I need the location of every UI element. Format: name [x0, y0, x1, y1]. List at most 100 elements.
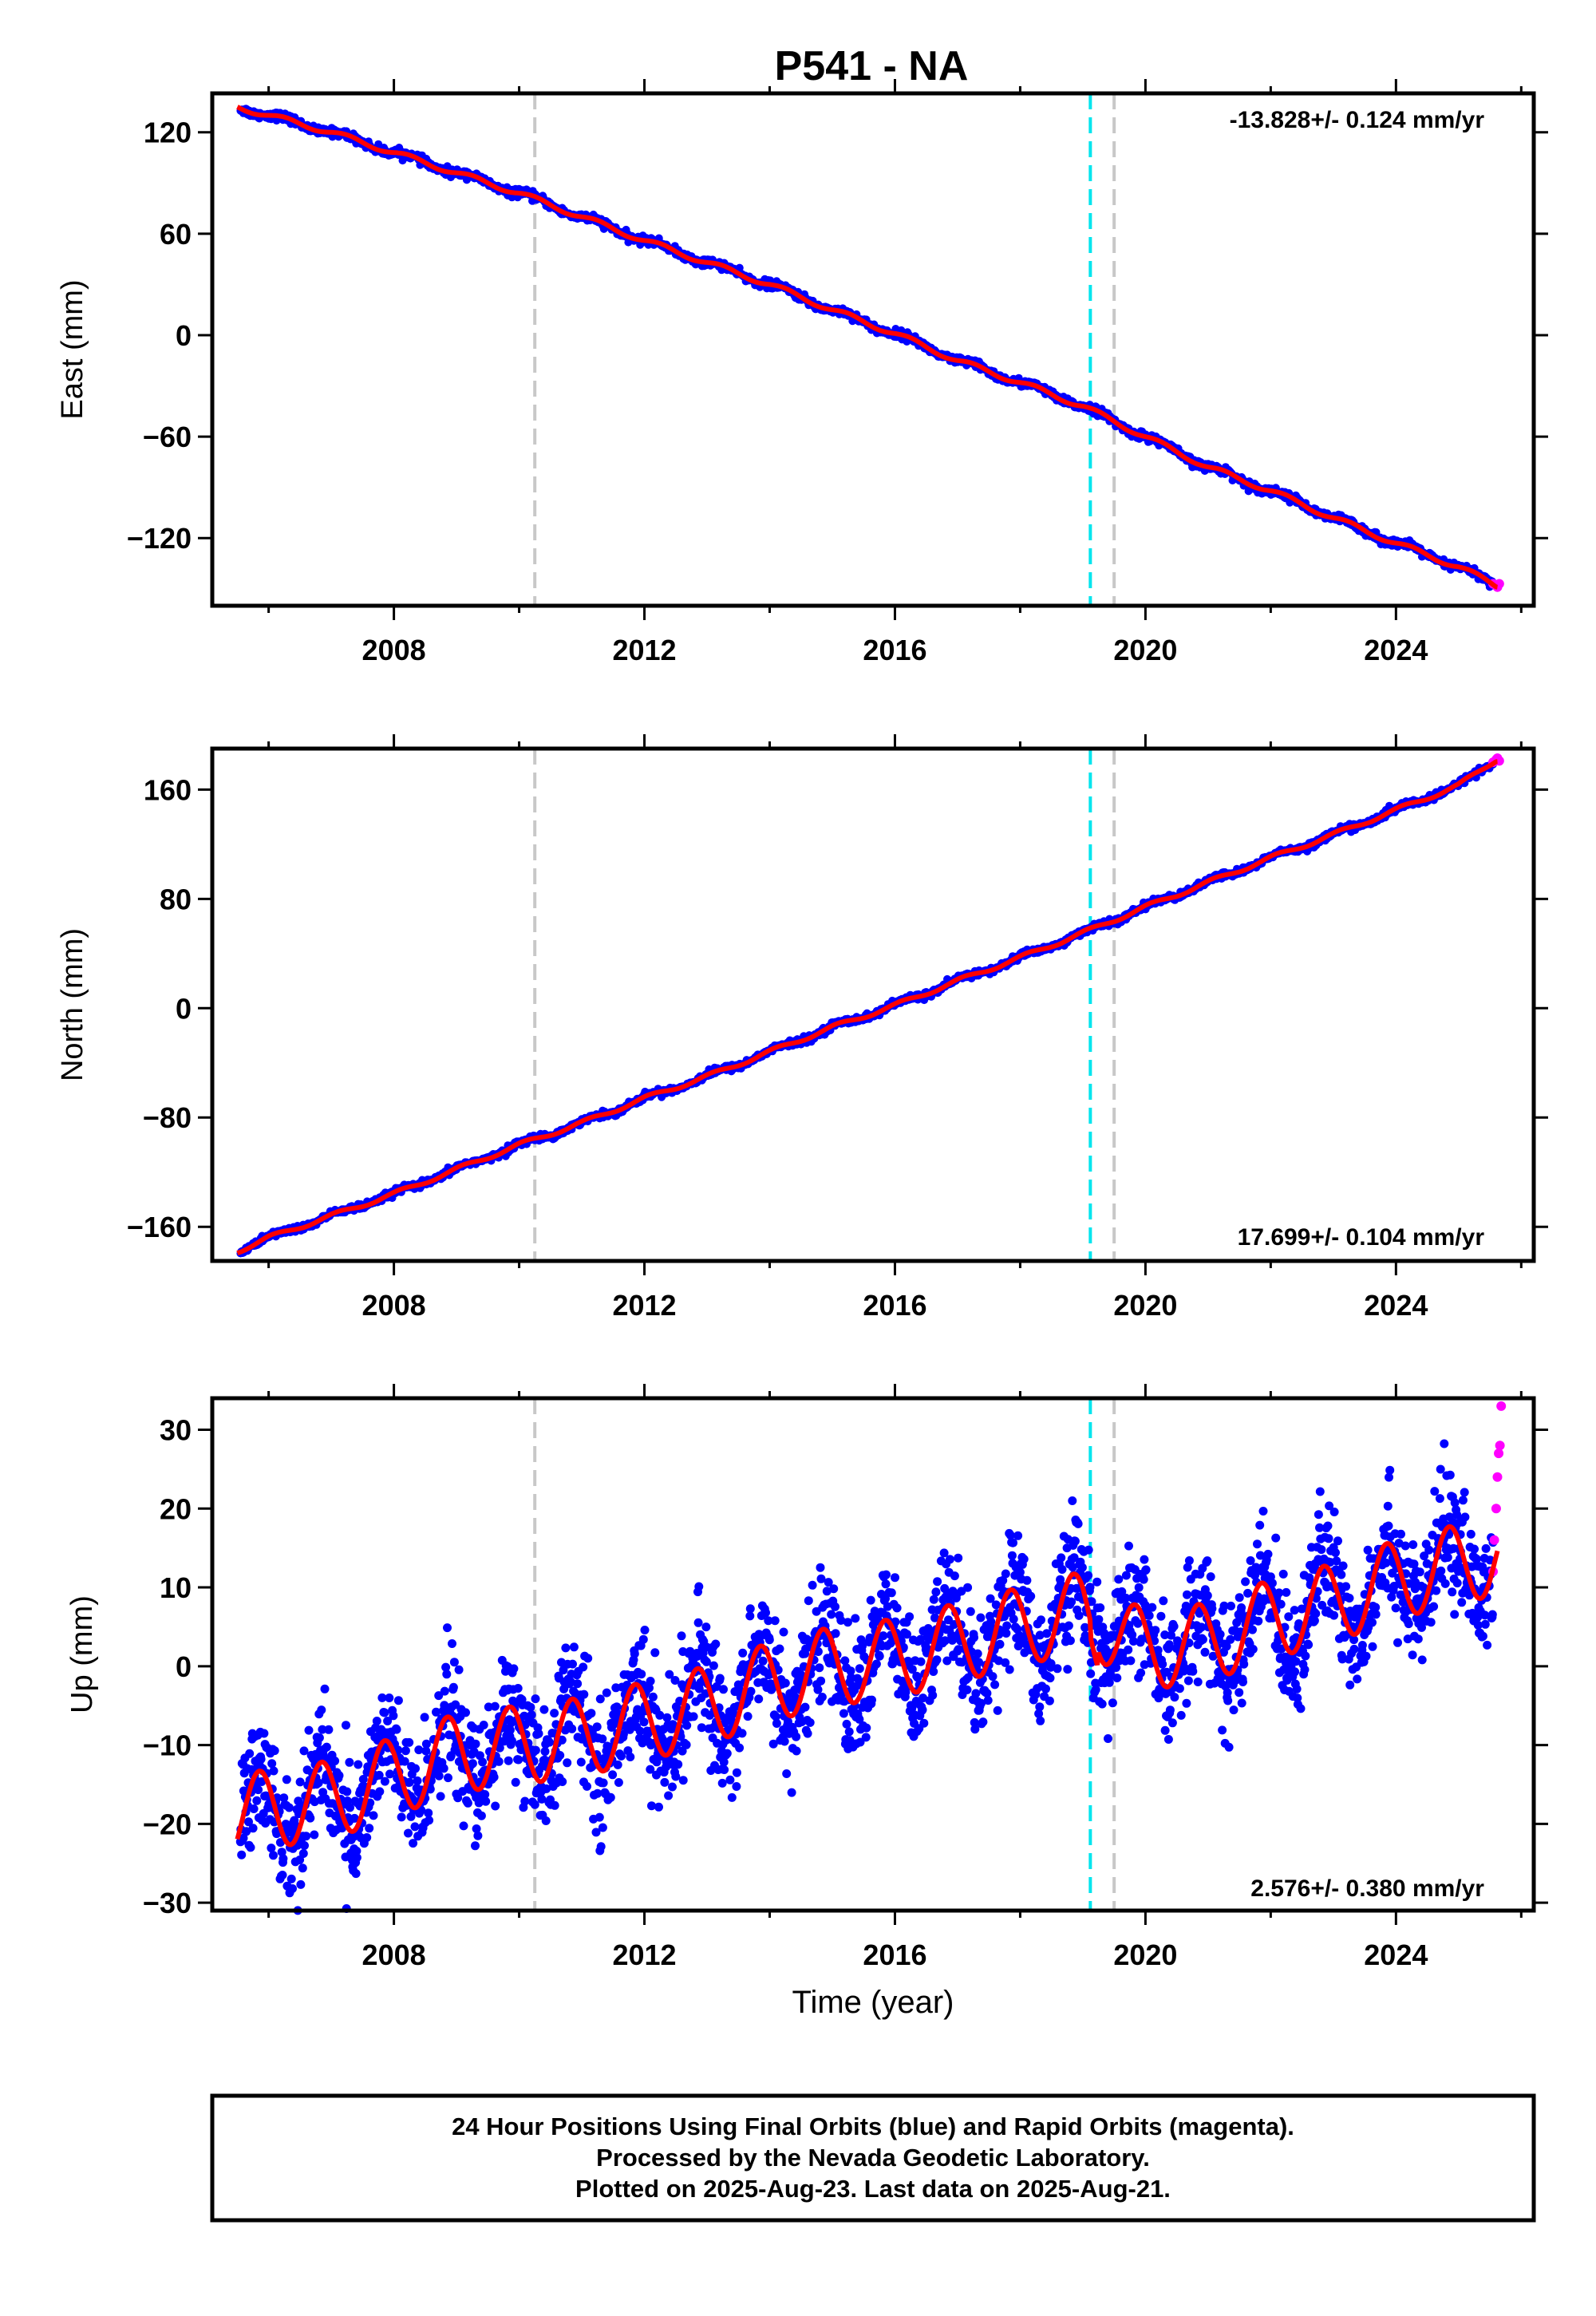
data-point: [269, 1851, 278, 1860]
x-tick-label: 2024: [1364, 1289, 1428, 1322]
data-point: [815, 1663, 824, 1673]
data-point: [434, 1771, 444, 1780]
x-tick-label: 2008: [362, 634, 426, 666]
data-point: [527, 1710, 536, 1720]
x-tick-label: 2016: [863, 1289, 926, 1322]
data-point: [248, 1824, 258, 1833]
data-point: [583, 1781, 591, 1791]
data-point: [471, 1841, 480, 1851]
data-point: [758, 1656, 768, 1666]
data-point: [780, 1737, 789, 1746]
y-tick-label: 0: [176, 992, 192, 1025]
data-point: [448, 1639, 456, 1648]
data-point: [278, 1871, 287, 1879]
data-point: [732, 1768, 741, 1777]
data-point: [711, 1639, 721, 1649]
data-point: [299, 1746, 309, 1756]
data-point: [288, 1884, 297, 1893]
data-point: [490, 1701, 500, 1711]
data-point: [476, 1811, 486, 1820]
data-point: [541, 1816, 551, 1825]
data-point: [310, 1830, 319, 1840]
data-point: [282, 1775, 291, 1784]
data-point: [504, 1756, 513, 1765]
data-point: [380, 1708, 389, 1717]
final-orbit-points: [236, 105, 1497, 591]
y-tick-label: 120: [144, 117, 192, 149]
data-point: [567, 1724, 577, 1733]
data-point: [735, 1743, 745, 1753]
data-point: [550, 1800, 559, 1810]
data-point: [295, 1777, 305, 1787]
data-point: [725, 1775, 735, 1784]
data-point: [737, 1729, 747, 1738]
data-point: [738, 1648, 748, 1658]
data-point: [722, 1749, 732, 1758]
data-point: [805, 1717, 815, 1727]
data-point: [782, 1769, 792, 1778]
data-point: [481, 1796, 491, 1806]
data-point: [792, 1732, 801, 1741]
data-point: [334, 1771, 344, 1780]
data-point: [436, 1792, 445, 1801]
data-point: [314, 1733, 324, 1742]
x-tick-label: 2024: [1364, 634, 1428, 666]
data-point: [539, 1705, 549, 1714]
data-point: [717, 1778, 727, 1788]
data-point: [342, 1787, 352, 1796]
data-point: [844, 1727, 854, 1737]
data-point: [816, 1563, 825, 1572]
data-point: [461, 1708, 470, 1717]
data-point: [249, 1804, 259, 1813]
data-point: [743, 1712, 753, 1721]
data-point: [256, 1754, 266, 1764]
data-point: [526, 1702, 535, 1712]
data-point: [770, 1616, 780, 1626]
data-point: [330, 1757, 340, 1765]
data-point: [732, 1782, 741, 1791]
page-title: P541 - NA: [775, 43, 969, 89]
data-point: [449, 1658, 459, 1667]
data-point: [682, 1721, 692, 1730]
data-point: [701, 1622, 711, 1632]
east-y-axis-label: East (mm): [56, 279, 89, 419]
data-point: [369, 1811, 378, 1820]
data-point: [345, 1757, 354, 1767]
data-point: [831, 1602, 839, 1611]
data-point: [839, 1709, 848, 1718]
data-point: [362, 1833, 372, 1842]
data-point: [491, 1801, 500, 1811]
data-point: [514, 1755, 523, 1765]
data-point: [352, 1853, 361, 1863]
data-point: [719, 1685, 728, 1694]
data-point: [513, 1684, 523, 1693]
data-point: [389, 1711, 398, 1721]
data-point: [561, 1643, 571, 1653]
data-point: [598, 1823, 607, 1832]
y-tick-label: −80: [143, 1101, 192, 1134]
data-point: [660, 1777, 670, 1787]
data-point: [829, 1584, 839, 1594]
data-point: [579, 1662, 588, 1672]
data-point: [602, 1688, 611, 1697]
data-point: [671, 1772, 681, 1781]
data-point: [420, 1713, 429, 1722]
data-point: [392, 1725, 401, 1734]
data-point: [545, 1737, 554, 1747]
data-point: [817, 1693, 827, 1701]
data-point: [816, 1676, 826, 1686]
data-point: [555, 1751, 565, 1760]
data-point: [638, 1634, 648, 1644]
data-point: [259, 1729, 269, 1738]
data-point: [648, 1692, 658, 1701]
data-point: [489, 1773, 499, 1782]
data-point: [808, 1580, 817, 1590]
data-point: [507, 1736, 516, 1745]
data-point: [583, 1654, 593, 1663]
data-point: [245, 1749, 255, 1758]
data-point: [410, 1822, 420, 1832]
data-point: [646, 1677, 655, 1686]
